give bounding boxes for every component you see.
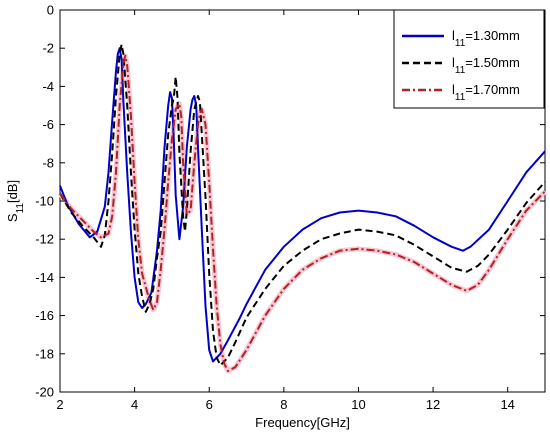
series-line-2: [59, 43, 546, 367]
legend-label-1-main: l: [452, 28, 455, 43]
series-line-1: [59, 47, 546, 363]
legend-entry-2: l11=1.50mm: [402, 55, 520, 76]
y-tick-label--18: -18: [35, 346, 54, 361]
legend-label-1-sub: 11: [455, 38, 466, 49]
y-axis-label-sub: 11: [15, 203, 26, 214]
legend: l11=1.30mm l11=1.50mm l11=1.70mm: [393, 9, 545, 109]
y-tick-label--16: -16: [35, 308, 54, 323]
y-tick-label-0: 0: [47, 3, 54, 18]
y-tick-label--4: -4: [42, 79, 54, 94]
y-tick-label--12: -12: [35, 232, 54, 247]
y-tick-label--8: -8: [42, 155, 54, 170]
y-tick-label--2: -2: [42, 41, 54, 56]
series-line-3: [59, 54, 546, 372]
axis-ticks: 2 4 6 8 10 12 14 0 -2 -4 -6 -8 -10 -12 -14 -16 -18 -20: [35, 3, 545, 412]
y-tick-label--6: -6: [42, 117, 54, 132]
x-tick-label-10: 10: [351, 397, 365, 412]
y-tick-label--20: -20: [35, 385, 54, 400]
y-axis-label: S11[dB]: [5, 180, 26, 222]
series-lines: [57, 43, 547, 374]
legend-box: [393, 9, 545, 109]
y-tick-label--10: -10: [35, 194, 54, 209]
legend-label-2-rest: =1.50mm: [465, 55, 520, 70]
legend-entry-1: l11=1.30mm: [402, 28, 520, 49]
legend-label-2-main: l: [452, 55, 455, 70]
legend-label-3: l11=1.70mm: [452, 82, 520, 103]
y-axis-label-unit: [dB]: [5, 180, 20, 203]
legend-label-3-rest: =1.70mm: [465, 82, 520, 97]
legend-label-1-rest: =1.30mm: [465, 28, 520, 43]
y-tick-label--14: -14: [35, 270, 54, 285]
y-axis-label-main: S: [5, 213, 20, 222]
legend-label-3-main: l: [452, 82, 455, 97]
legend-label-1: l11=1.30mm: [452, 28, 520, 49]
x-tick-label-6: 6: [206, 397, 213, 412]
x-tick-label-2: 2: [56, 397, 63, 412]
legend-label-2-sub: 11: [455, 65, 466, 76]
legend-label-3-sub: 11: [455, 92, 466, 103]
x-axis-label: Frequency[GHz]: [255, 415, 350, 430]
legend-label-2: l11=1.50mm: [452, 55, 520, 76]
x-tick-label-14: 14: [500, 397, 514, 412]
legend-entry-3: l11=1.70mm: [402, 82, 520, 103]
x-tick-label-12: 12: [426, 397, 440, 412]
x-tick-label-8: 8: [280, 397, 287, 412]
x-tick-label-4: 4: [131, 397, 138, 412]
